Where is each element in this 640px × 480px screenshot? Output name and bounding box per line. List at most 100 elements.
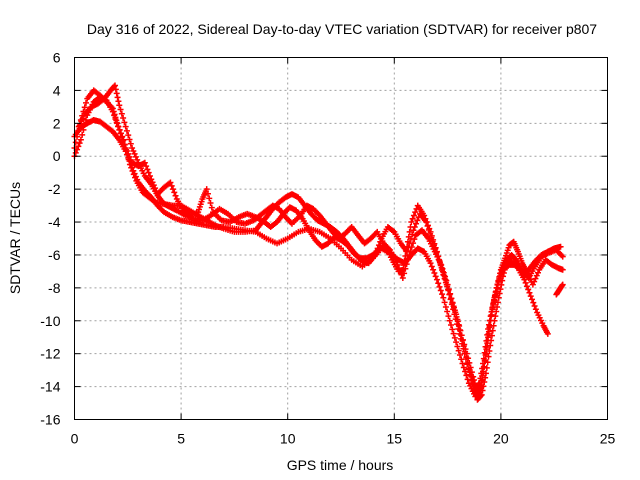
data-point (141, 159, 148, 166)
y-tick-label: 4 (53, 82, 61, 98)
data-point (482, 350, 489, 357)
data-point (146, 172, 153, 179)
data-point (409, 215, 416, 222)
data-point (426, 225, 433, 232)
data-point (75, 143, 82, 150)
data-point (422, 215, 429, 222)
data-point (132, 153, 139, 160)
data-point (115, 98, 122, 105)
data-point (451, 334, 458, 341)
data-point (450, 304, 457, 311)
x-tick-label: 15 (387, 431, 403, 447)
data-point (428, 263, 435, 270)
data-point (439, 265, 446, 272)
data-point (458, 356, 465, 363)
data-point (410, 240, 417, 247)
data-point (444, 308, 451, 315)
x-tick-label: 0 (71, 431, 79, 447)
data-point (72, 149, 79, 156)
series-track-3 (71, 93, 566, 392)
data-point (431, 270, 438, 277)
data-point (402, 252, 409, 259)
data-point (449, 326, 456, 333)
data-point (410, 227, 417, 234)
data-point (403, 261, 410, 268)
data-point (112, 82, 119, 89)
data-point (521, 276, 528, 283)
data-point (491, 294, 498, 301)
data-point (118, 110, 125, 117)
data-point (406, 228, 413, 235)
data-point (111, 112, 118, 119)
data-point (486, 324, 493, 331)
axis-ticks (74, 57, 608, 420)
data-point (112, 116, 119, 123)
data-point (439, 291, 446, 298)
data-point (479, 360, 486, 367)
data-point (427, 260, 434, 267)
y-axis-label: SDTVAR / TECUs (7, 182, 23, 294)
data-point (527, 293, 534, 300)
data-point (440, 294, 447, 301)
data-point (467, 364, 474, 371)
data-point (404, 256, 411, 263)
data-point (172, 192, 179, 199)
data-point (441, 299, 448, 306)
data-point (444, 281, 451, 288)
x-tick-label: 5 (177, 431, 185, 447)
data-point (533, 272, 540, 279)
data-point (109, 108, 116, 115)
data-point (74, 146, 81, 153)
data-point (120, 137, 127, 144)
data-point (532, 306, 539, 313)
data-point (447, 290, 454, 297)
data-point (408, 219, 415, 226)
series-track-4 (75, 82, 566, 397)
data-point (423, 219, 430, 226)
data-point (463, 350, 470, 357)
data-point (399, 274, 406, 281)
data-point (435, 280, 442, 287)
data-point (532, 275, 539, 282)
data-point (464, 376, 471, 383)
data-point (482, 357, 489, 364)
data-point (410, 212, 417, 219)
data-point (485, 330, 492, 337)
data-point (472, 383, 479, 390)
data-point (122, 123, 129, 130)
data-point (204, 190, 211, 197)
data-point (167, 179, 174, 186)
data-point (530, 299, 537, 306)
data-point (462, 346, 469, 353)
data-point (454, 318, 461, 325)
data-point (448, 295, 455, 302)
data-point (488, 313, 495, 320)
y-tick-label: -2 (48, 181, 61, 197)
data-point (413, 220, 420, 227)
data-point (559, 266, 566, 273)
data-point (471, 380, 478, 387)
data-point (494, 281, 501, 288)
data-point (461, 341, 468, 348)
data-point (424, 222, 431, 229)
chart-title: Day 316 of 2022, Sidereal Day-to-day VTE… (87, 21, 597, 37)
data-point (430, 236, 437, 243)
data-point (126, 136, 133, 143)
data-point (449, 300, 456, 307)
data-point (114, 123, 121, 130)
data-point (478, 391, 485, 398)
series-track-2 (71, 117, 551, 400)
data-point (114, 94, 121, 101)
data-point (171, 189, 178, 196)
plot-frame (74, 57, 608, 420)
data-point (452, 309, 459, 316)
data-point (404, 238, 411, 245)
data-point (460, 364, 467, 371)
data-point (80, 126, 87, 133)
data-point (463, 372, 470, 379)
data-point (427, 228, 434, 235)
y-tick-label: -16 (40, 412, 60, 428)
data-point (497, 286, 504, 293)
data-point (484, 337, 491, 344)
data-point (144, 166, 151, 173)
